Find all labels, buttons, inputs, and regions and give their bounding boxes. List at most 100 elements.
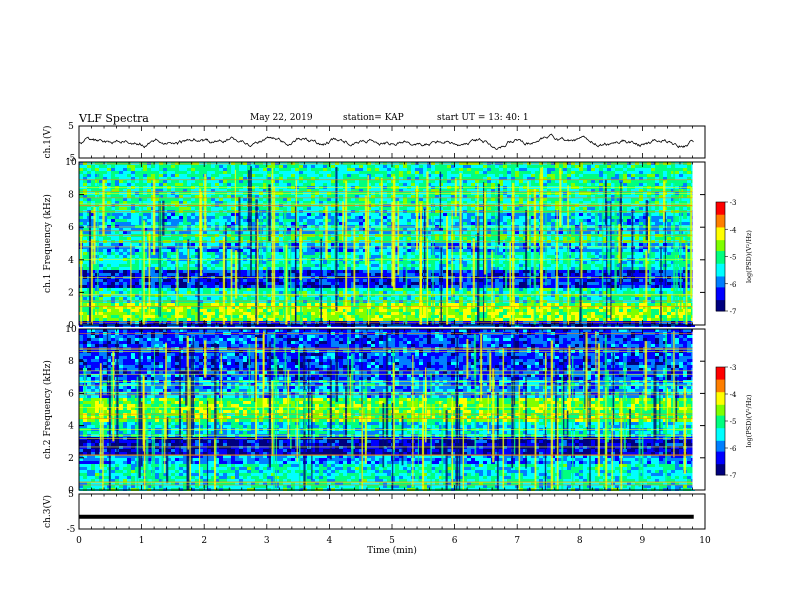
ch1-spectrogram-cell — [627, 174, 631, 177]
ch1-spectrogram-cell — [171, 255, 175, 258]
ch1-spectrogram-cell — [191, 201, 195, 204]
ch1-spectrogram-cell — [167, 219, 171, 222]
ch1-spectrogram-cell — [251, 201, 255, 204]
ch1-spectrogram-cell — [467, 165, 471, 168]
ch1-spectrogram-cell — [455, 237, 459, 240]
ch1-spectrogram-cell — [235, 189, 239, 192]
ch1-spectrogram-cell — [487, 243, 491, 246]
ch1-spectrogram-cell — [331, 228, 335, 231]
ch1-spectrogram-cell — [687, 171, 691, 174]
ch1-spectrogram-cell — [455, 195, 459, 198]
ch1-spectrogram-cell — [607, 207, 611, 210]
ch1-spectrogram-cell — [575, 198, 579, 201]
ch1-spectrogram-cell — [479, 213, 483, 216]
ch1-spectrogram-cell — [79, 222, 83, 225]
ch1-spectrogram-cell — [475, 183, 479, 186]
ch1-spectrogram-cell — [635, 177, 639, 180]
ch1-spectrogram-cell — [571, 255, 575, 258]
ch1-spectrogram-cell — [307, 216, 311, 219]
ch1-spectrogram-cell — [91, 222, 95, 225]
ch1-spectrogram-cell — [79, 183, 83, 186]
ch1-spectrogram-cell — [563, 171, 567, 174]
ch1-spectrogram-cell — [603, 171, 607, 174]
ch1-spectrogram-cell — [139, 243, 143, 246]
ch1-spectrogram-cell — [347, 213, 351, 216]
ch1-spectrogram-cell — [339, 180, 343, 183]
ch1-spectrogram-cell — [435, 171, 439, 174]
ch1-spectrogram-cell — [83, 171, 87, 174]
ch1-spectrogram-cell — [507, 213, 511, 216]
ch1-spectrogram-cell — [359, 225, 363, 228]
ch1-spectrogram-cell — [383, 201, 387, 204]
ch1-spectrogram-cell — [163, 249, 167, 252]
ch1-spectrogram-cell — [135, 228, 139, 231]
ch1-spectrogram-cell — [167, 207, 171, 210]
ch1-spectrogram-cell — [79, 168, 83, 171]
ch1-spectrogram-cell — [587, 183, 591, 186]
ch1-spectrogram-cell — [83, 207, 87, 210]
ch1-spectrogram-cell — [315, 243, 319, 246]
ch1-spectrogram-cell — [479, 228, 483, 231]
ch1-spectrogram-cell — [399, 177, 403, 180]
ch1-spectrogram-cell — [103, 195, 107, 198]
ch1-spectrogram-cell — [587, 252, 591, 255]
ch1-spectrogram-cell — [119, 183, 123, 186]
ch1-spectrogram-cell — [83, 177, 87, 180]
ch1-spectrogram-cell — [207, 189, 211, 192]
ch1-spectrogram-cell — [567, 201, 571, 204]
ch1-spectrogram-cell — [523, 246, 527, 249]
ch1-spectrogram-cell — [439, 237, 443, 240]
ch1-spectrogram-cell — [215, 219, 219, 222]
ch1-spectrogram-cell — [523, 225, 527, 228]
ch1-spectrogram-cell — [599, 216, 603, 219]
ch1-spectrogram-cell — [535, 201, 539, 204]
ch1-spectrogram-cell — [355, 246, 359, 249]
ch1-spectrogram-cell — [171, 219, 175, 222]
ch1-spectrogram-cell — [123, 189, 127, 192]
ch1-spectrogram-cell — [627, 213, 631, 216]
ch1-spectrogram-cell — [139, 189, 143, 192]
ch1-spectrogram-cell — [275, 243, 279, 246]
ch1-spectrogram-cell — [647, 195, 651, 198]
ch1-spectrogram-cell — [223, 222, 227, 225]
ch1-spectrogram-cell — [447, 213, 451, 216]
ch1-spectrogram-cell — [215, 255, 219, 258]
ch1-spectrogram-cell — [407, 195, 411, 198]
ch1-spectrogram-cell — [163, 174, 167, 177]
ch1-spectrogram-cell — [115, 237, 119, 240]
ch1-spectrogram-cell — [267, 174, 271, 177]
ch1-spectrogram-cell — [491, 165, 495, 168]
ch1-spectrogram-cell — [447, 231, 451, 234]
ch1-spectrogram-cell — [623, 171, 627, 174]
ch1-spectrogram-cell — [239, 180, 243, 183]
ch1-spectrogram-cell — [487, 255, 491, 258]
ch1-spectrogram-cell — [143, 183, 147, 186]
ch1-spectrogram-cell — [211, 249, 215, 252]
ch1-spectrogram-cell — [143, 246, 147, 249]
ch1-spectrogram-cell — [683, 216, 687, 219]
ch1-spectrogram-cell — [623, 219, 627, 222]
ch1-spectrogram-cell — [451, 174, 455, 177]
ch1-spectrogram-cell — [331, 237, 335, 240]
ch1-spectrogram-cell — [643, 168, 647, 171]
ch1-spectrogram-cell — [279, 219, 283, 222]
ch1-spectrogram-cell — [143, 168, 147, 171]
ch1-spectrogram-cell — [307, 219, 311, 222]
ch1-spectrogram-cell — [547, 243, 551, 246]
ch1-spectrogram-cell — [575, 195, 579, 198]
ch1-spectrogram-cell — [395, 201, 399, 204]
ch1-spectrogram-cell — [159, 174, 163, 177]
ch1-spectrogram-cell — [587, 201, 591, 204]
ch1-spectrogram-cell — [119, 222, 123, 225]
ch1-spectrogram-cell — [263, 180, 267, 183]
ch1-spectrogram-cell — [327, 171, 331, 174]
ch1-spectrogram-cell — [535, 168, 539, 171]
ch1-spectrogram-cell — [115, 255, 119, 258]
ch1-spectrogram-cell — [499, 195, 503, 198]
ch1-spectrogram-cell — [119, 228, 123, 231]
ch1-spectrogram-cell — [235, 201, 239, 204]
ch1-spectrogram-cell — [199, 174, 203, 177]
ch1-spectrogram-cell — [303, 168, 307, 171]
ch1-spectrogram-cell — [507, 201, 511, 204]
ch1-spectrogram-cell — [191, 219, 195, 222]
